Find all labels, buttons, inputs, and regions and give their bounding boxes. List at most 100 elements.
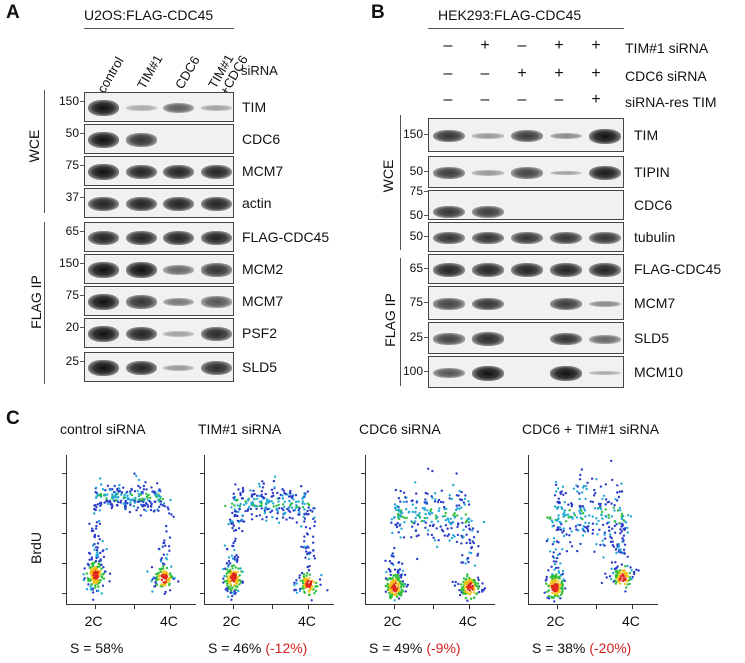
facs-event [572,487,576,490]
plot-title-cdc6-sirna: CDC6 siRNA [359,421,441,437]
facs-event [303,520,306,523]
facs-event [287,509,290,512]
facs-event [270,509,274,512]
facs-event [415,535,418,538]
y-tick [62,473,66,474]
facs-event [557,576,560,580]
facs-event [389,570,392,573]
y-tick [200,563,204,564]
facs-event [95,579,98,582]
blot-label-actin: actin [242,195,272,211]
facs-event [444,519,447,522]
facs-event [447,520,451,523]
facs-event [416,557,419,561]
facs-event [239,491,242,495]
facs-event [394,575,398,579]
facs-event [552,537,556,540]
facs-event [231,544,234,548]
treatment-sign: + [517,65,527,82]
facs-event [388,560,392,563]
facs-event [583,509,587,512]
facs-event [146,499,150,502]
facs-event [397,582,400,585]
blot-strip [428,286,624,320]
facs-event [398,510,401,513]
facs-event [584,484,588,488]
facs-event [446,527,449,530]
facs-event [260,490,264,493]
facs-event [97,534,100,538]
facs-event [227,575,231,578]
band [550,231,583,245]
facs-event [308,564,311,568]
facs-event [122,502,125,505]
facs-event [300,587,304,590]
facs-event [423,501,426,504]
facs-event [394,573,397,577]
band [125,196,157,212]
facs-event [562,513,565,516]
facs-event [555,490,558,493]
facs-event [230,598,233,601]
mw-tick [80,231,84,232]
facs-event [117,500,120,504]
facs-event [401,569,405,572]
facs-event [135,474,138,478]
facs-event [628,576,632,579]
band [200,164,232,180]
facs-event [430,511,434,515]
facs-event [591,515,594,518]
facs-event [92,576,96,580]
facs-event [428,524,432,527]
facs-event [385,570,388,574]
facs-event [624,582,627,586]
facs-event [557,570,560,573]
facs-event [411,510,414,514]
facs-event [227,565,230,568]
facs-event [554,548,557,551]
blot-strip [428,118,624,152]
facs-event [423,516,426,520]
facs-event [451,520,455,524]
y-tick [62,593,66,594]
band [88,164,120,180]
facs-event [120,493,123,496]
facs-event [306,565,309,569]
facs-event [102,549,105,552]
y-tick [62,563,66,564]
facs-event [287,495,291,498]
facs-event [256,497,259,501]
facs-event [448,497,451,500]
facs-event [476,582,480,585]
facs-event [440,489,443,492]
s-phase-readout: S = 46% (-12%) [208,640,307,656]
facs-event [303,535,306,538]
facs-event [402,491,406,494]
facs-event [238,520,241,524]
facs-event [129,503,132,507]
facs-event [477,578,480,582]
facs-event [464,494,467,497]
treatment-sign: – [554,91,564,108]
facs-event [560,523,563,526]
facs-event [231,594,234,598]
blot-strip [428,356,624,388]
panel-b-letter: B [371,2,385,23]
facs-event [262,482,265,485]
facs-event [89,588,92,591]
facs-event [85,588,89,591]
facs-event [231,511,234,515]
facs-event [133,501,136,504]
facs-event [229,562,232,565]
facs-event [439,525,442,528]
facs-event [629,566,632,569]
facs-event [400,594,403,597]
facs-event [414,511,417,514]
facs-event [397,531,400,534]
facs-event [601,497,604,501]
facs-event [606,522,609,525]
facs-event [308,527,312,530]
facs-event [97,589,100,592]
facs-event [222,581,225,584]
facs-event [298,589,302,592]
